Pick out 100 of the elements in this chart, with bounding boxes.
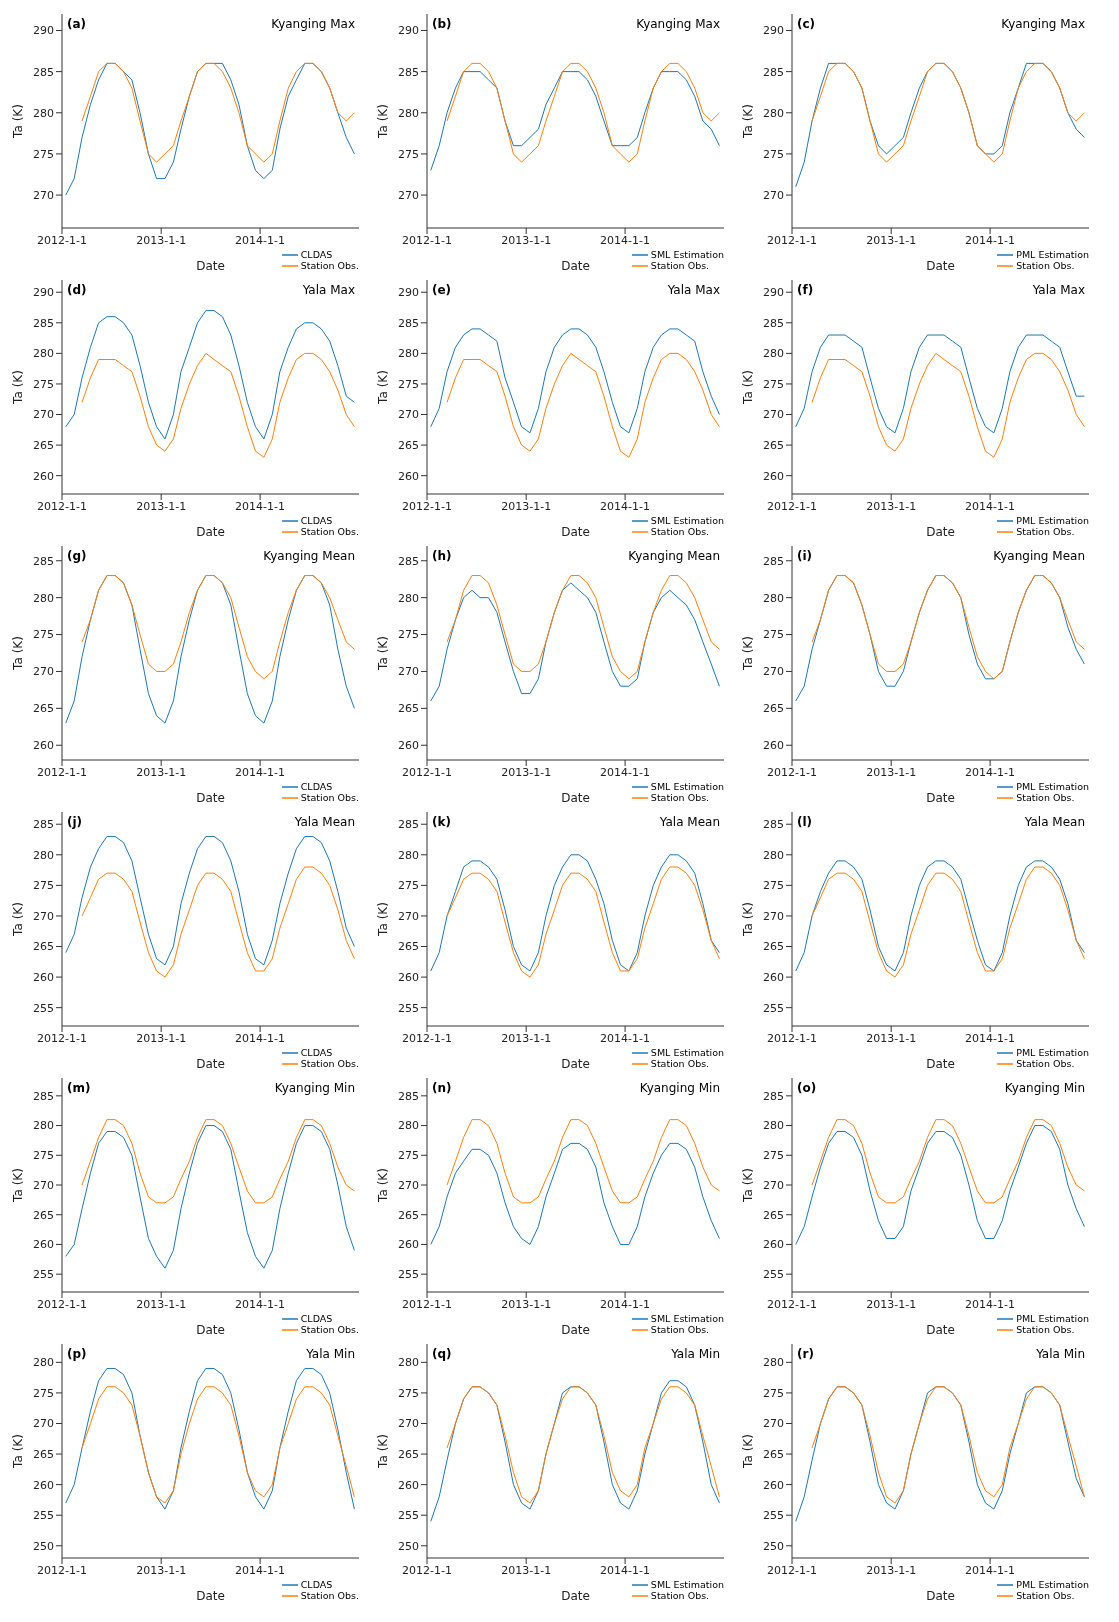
x-tick-label: 2014-1-1 (965, 765, 1016, 779)
y-tick-label: 290 (763, 286, 784, 300)
legend-label: PML Estimation (1016, 249, 1089, 260)
y-tick-label: 265 (33, 438, 54, 452)
legend-label: CLDAS (300, 249, 333, 260)
y-tick-label: 285 (763, 316, 784, 330)
y-tick-label: 275 (398, 147, 419, 161)
y-axis-title: Ta (K) (741, 370, 756, 405)
chart-title: Kyanging Min (1004, 1081, 1085, 1095)
y-tick-label: 255 (763, 1268, 784, 1282)
y-tick-label: 290 (398, 24, 419, 38)
annotation: (c) (797, 17, 816, 31)
y-tick-label: 280 (763, 848, 784, 862)
y-tick-label: 265 (33, 1208, 54, 1222)
y-tick-label: 280 (33, 106, 54, 120)
x-tick-label: 2014-1-1 (965, 1297, 1016, 1311)
legend-label: Station Obs. (650, 1590, 710, 1601)
annotation: (b) (432, 17, 452, 31)
x-tick-label: 2012-1-1 (767, 499, 817, 513)
y-tick-label: 280 (33, 1356, 54, 1370)
y-tick-label: 255 (398, 1268, 419, 1282)
y-tick-label: 275 (33, 377, 54, 391)
y-tick-label: 285 (33, 65, 54, 79)
y-tick-label: 280 (398, 1356, 419, 1370)
x-tick-label: 2013-1-1 (136, 1031, 187, 1045)
chart-title: Yala Min (671, 1347, 720, 1361)
chart-title: Kyanging Mean (993, 549, 1085, 563)
y-tick-label: 285 (33, 554, 54, 568)
chart-title: Kyanging Max (271, 17, 355, 31)
y-tick-label: 270 (33, 909, 54, 923)
legend-label: PML Estimation (1016, 781, 1089, 792)
y-tick-label: 265 (398, 702, 419, 716)
legend-label: Station Obs. (650, 1058, 710, 1069)
y-tick-label: 280 (33, 591, 54, 605)
x-axis-title: Date (561, 1589, 590, 1603)
y-axis-title: Ta (K) (741, 1168, 756, 1203)
y-axis-title: Ta (K) (741, 104, 756, 139)
y-tick-label: 270 (33, 1417, 54, 1431)
y-tick-label: 260 (763, 970, 784, 984)
y-tick-label: 285 (398, 1089, 419, 1103)
x-axis-title: Date (196, 1057, 225, 1071)
y-tick-label: 290 (33, 286, 54, 300)
x-tick-label: 2014-1-1 (600, 765, 651, 779)
chart-title: Kyanging Mean (263, 549, 355, 563)
y-axis-title: Ta (K) (11, 1168, 26, 1203)
legend-label: Station Obs. (650, 526, 710, 537)
y-tick-label: 280 (398, 1119, 419, 1133)
y-tick-label: 270 (398, 1178, 419, 1192)
y-tick-label: 280 (763, 591, 784, 605)
x-tick-label: 2012-1-1 (767, 1563, 817, 1577)
x-tick-label: 2014-1-1 (235, 1563, 286, 1577)
y-tick-label: 275 (398, 628, 419, 642)
y-tick-label: 290 (763, 24, 784, 38)
chart-title: Yala Mean (659, 815, 720, 829)
y-axis-title: Ta (K) (376, 1434, 391, 1469)
x-axis-title: Date (926, 1323, 955, 1337)
legend-label: Station Obs. (300, 1324, 359, 1335)
x-tick-label: 2014-1-1 (965, 1031, 1016, 1045)
y-tick-label: 275 (33, 628, 54, 642)
y-tick-label: 260 (398, 1238, 419, 1252)
legend-label: SML Estimation (650, 1579, 724, 1590)
annotation: (r) (797, 1347, 814, 1361)
annotation: (q) (432, 1347, 452, 1361)
chart-title: Yala Min (1036, 1347, 1085, 1361)
x-axis-title: Date (196, 259, 225, 273)
y-tick-label: 280 (763, 347, 784, 361)
y-tick-label: 270 (33, 665, 54, 679)
legend-label: SML Estimation (650, 249, 724, 260)
y-axis-title: Ta (K) (376, 104, 391, 139)
y-tick-label: 285 (398, 818, 419, 832)
x-tick-label: 2013-1-1 (136, 499, 187, 513)
y-axis-title: Ta (K) (741, 902, 756, 937)
legend-label: CLDAS (300, 1047, 333, 1058)
y-axis-title: Ta (K) (11, 104, 26, 139)
y-axis-title: Ta (K) (376, 902, 391, 937)
annotation: (k) (432, 815, 451, 829)
chart-title: Kyanging Mean (628, 549, 720, 563)
legend-label: PML Estimation (1016, 1313, 1089, 1324)
y-tick-label: 275 (763, 628, 784, 642)
x-axis-title: Date (196, 1323, 225, 1337)
y-tick-label: 260 (33, 739, 54, 753)
annotation: (a) (67, 17, 87, 31)
y-tick-label: 250 (398, 1539, 419, 1553)
y-tick-label: 285 (398, 65, 419, 79)
y-tick-label: 265 (763, 438, 784, 452)
y-tick-label: 250 (33, 1539, 54, 1553)
x-tick-label: 2013-1-1 (136, 233, 187, 247)
annotation: (g) (67, 549, 87, 563)
y-axis-title: Ta (K) (376, 370, 391, 405)
y-tick-label: 270 (33, 408, 54, 422)
chart-title: Kyanging Min (274, 1081, 355, 1095)
y-tick-label: 260 (763, 739, 784, 753)
chart-title: Yala Max (302, 283, 355, 297)
y-tick-label: 285 (33, 1089, 54, 1103)
x-tick-label: 2014-1-1 (600, 499, 651, 513)
y-tick-label: 260 (763, 1478, 784, 1492)
y-tick-label: 275 (33, 147, 54, 161)
legend-label: Station Obs. (650, 260, 710, 271)
y-tick-label: 285 (398, 554, 419, 568)
y-axis-title: Ta (K) (11, 902, 26, 937)
